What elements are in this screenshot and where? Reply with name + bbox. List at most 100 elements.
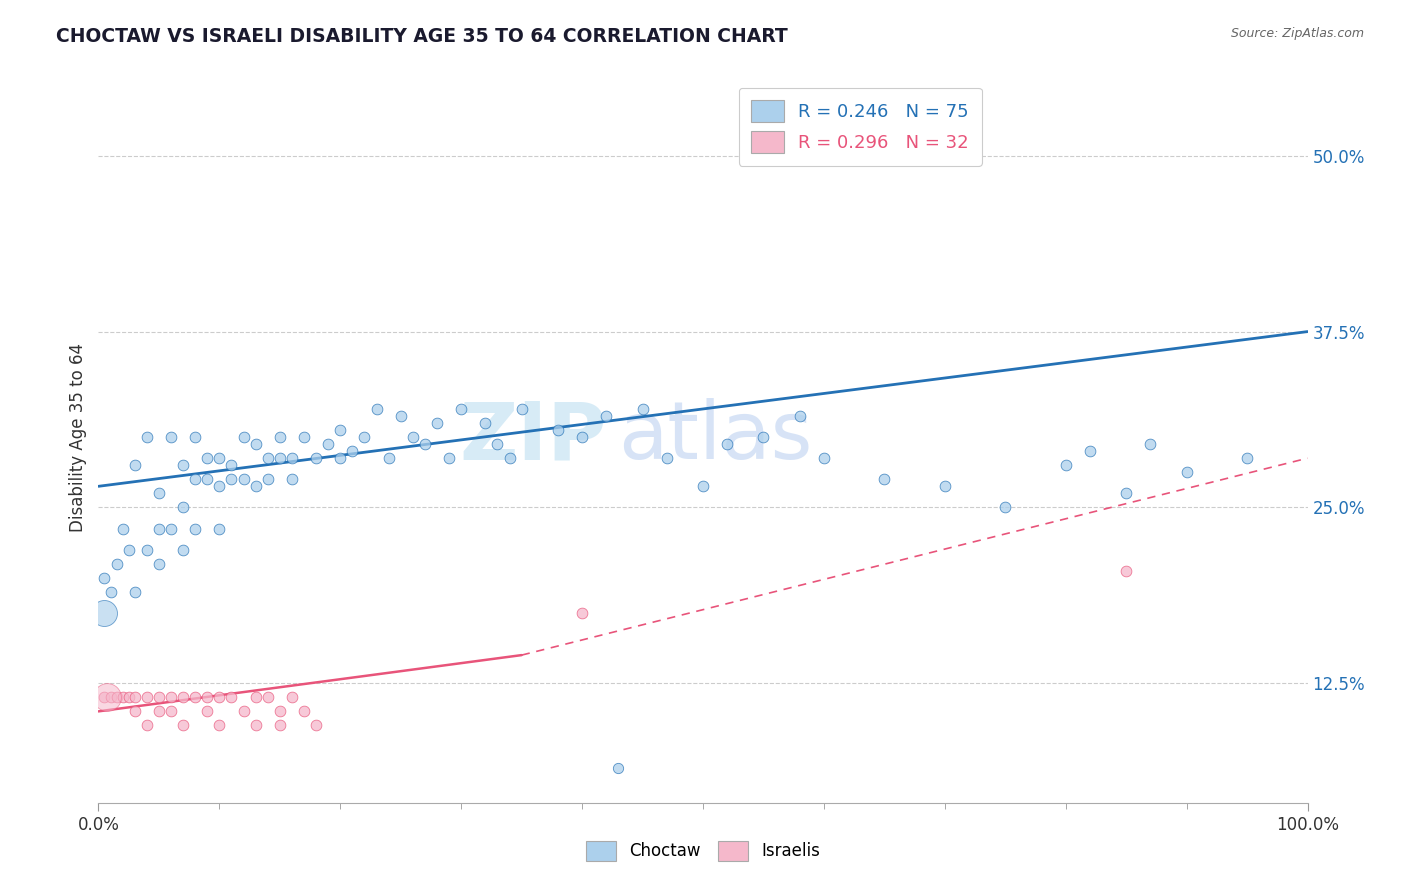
Text: atlas: atlas <box>619 398 813 476</box>
Point <box>269 718 291 732</box>
Point <box>135 430 157 444</box>
Point <box>305 718 328 732</box>
Point <box>281 451 304 466</box>
Point <box>172 542 194 557</box>
Point <box>1115 564 1137 578</box>
Point <box>873 472 896 486</box>
Point <box>135 542 157 557</box>
Point <box>135 690 157 705</box>
Point <box>1078 444 1101 458</box>
Point <box>510 401 533 416</box>
Point <box>195 451 218 466</box>
Point <box>377 451 399 466</box>
Point <box>232 705 254 719</box>
Point <box>93 571 115 585</box>
Point <box>96 690 118 705</box>
Point <box>389 409 412 423</box>
Text: ZIP: ZIP <box>458 398 606 476</box>
Point <box>281 472 304 486</box>
Point <box>402 430 425 444</box>
Point <box>595 409 617 423</box>
Point <box>716 437 738 451</box>
Point <box>281 690 304 705</box>
Point <box>607 761 630 775</box>
Point <box>256 451 278 466</box>
Point <box>208 718 231 732</box>
Point <box>100 690 122 705</box>
Point <box>1054 458 1077 473</box>
Point <box>571 606 593 620</box>
Point <box>208 451 231 466</box>
Point <box>93 690 115 705</box>
Point <box>934 479 956 493</box>
Y-axis label: Disability Age 35 to 64: Disability Age 35 to 64 <box>69 343 87 532</box>
Point <box>292 705 315 719</box>
Legend: Choctaw, Israelis: Choctaw, Israelis <box>579 834 827 868</box>
Point <box>111 690 134 705</box>
Point <box>148 486 170 500</box>
Point <box>342 444 364 458</box>
Point <box>111 522 134 536</box>
Point <box>148 690 170 705</box>
Point <box>124 584 146 599</box>
Point <box>232 472 254 486</box>
Point <box>195 472 218 486</box>
Point <box>208 479 231 493</box>
Text: Source: ZipAtlas.com: Source: ZipAtlas.com <box>1230 27 1364 40</box>
Point <box>474 416 496 430</box>
Point <box>93 606 115 620</box>
Point <box>221 472 243 486</box>
Point <box>184 430 207 444</box>
Point <box>172 718 194 732</box>
Point <box>160 522 183 536</box>
Point <box>256 472 278 486</box>
Point <box>631 401 654 416</box>
Point <box>118 542 141 557</box>
Point <box>184 522 207 536</box>
Point <box>353 430 375 444</box>
Point <box>160 690 183 705</box>
Point <box>105 690 128 705</box>
Point <box>316 437 339 451</box>
Point <box>994 500 1017 515</box>
Point <box>148 557 170 571</box>
Point <box>245 718 267 732</box>
Point <box>100 584 122 599</box>
Point <box>269 451 291 466</box>
Point <box>148 522 170 536</box>
Point <box>450 401 472 416</box>
Point <box>124 458 146 473</box>
Point <box>256 690 278 705</box>
Point <box>813 451 835 466</box>
Point <box>655 451 678 466</box>
Point <box>1139 437 1161 451</box>
Point <box>208 522 231 536</box>
Point <box>329 423 352 437</box>
Point <box>547 423 569 437</box>
Point <box>789 409 811 423</box>
Point <box>160 705 183 719</box>
Point <box>195 690 218 705</box>
Point <box>292 430 315 444</box>
Point <box>366 401 388 416</box>
Point <box>124 690 146 705</box>
Point <box>486 437 509 451</box>
Point <box>1236 451 1258 466</box>
Point <box>752 430 775 444</box>
Point <box>124 705 146 719</box>
Point <box>118 690 141 705</box>
Point <box>329 451 352 466</box>
Point <box>184 690 207 705</box>
Point <box>135 718 157 732</box>
Point <box>571 430 593 444</box>
Point <box>184 472 207 486</box>
Point <box>105 557 128 571</box>
Point <box>232 430 254 444</box>
Point <box>208 690 231 705</box>
Point <box>195 705 218 719</box>
Point <box>245 690 267 705</box>
Point <box>172 690 194 705</box>
Text: CHOCTAW VS ISRAELI DISABILITY AGE 35 TO 64 CORRELATION CHART: CHOCTAW VS ISRAELI DISABILITY AGE 35 TO … <box>56 27 787 45</box>
Point <box>413 437 436 451</box>
Point <box>1175 465 1198 479</box>
